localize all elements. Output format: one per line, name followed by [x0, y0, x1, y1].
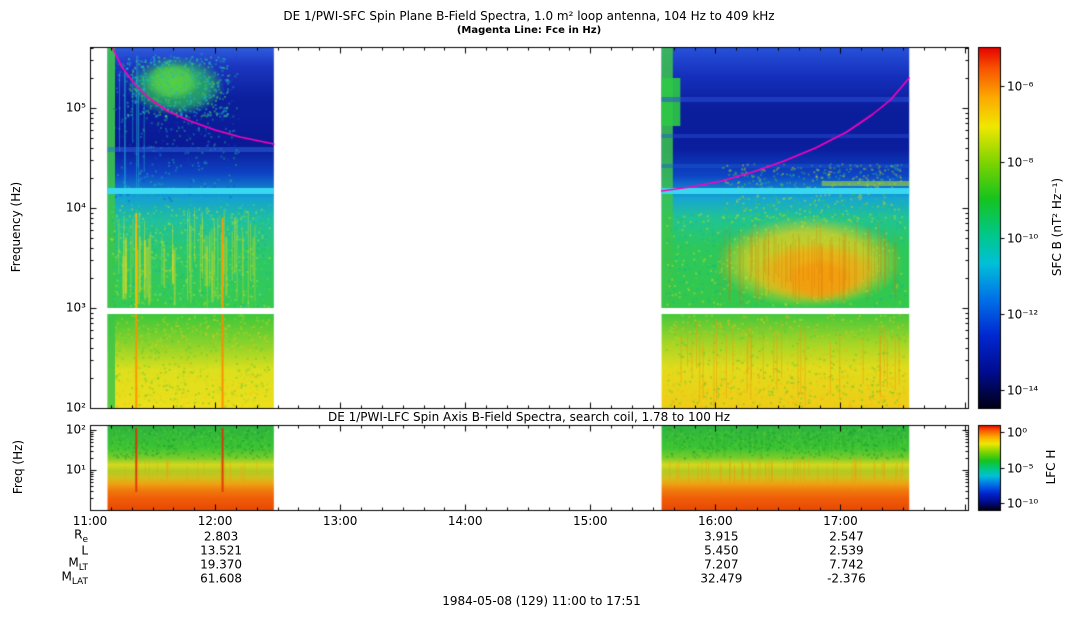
sfc-panel-subtitle: (Magenta Line: Fce in Hz) [456, 25, 602, 36]
lfc-y-tick-label: 10² [65, 422, 86, 437]
sfc-y-tick-label: 10⁴ [65, 200, 86, 215]
ephemeris-value: 61.608 [200, 571, 243, 586]
ephemeris-value: 3.915 [704, 529, 739, 544]
sfc-y-tick-label: 10² [65, 400, 86, 415]
x-tick-label: 15:00 [572, 514, 608, 528]
lfc-colorbar-tick-label: 10⁻¹⁰ [1007, 495, 1039, 510]
ephemeris-row-label: MLAT [61, 569, 88, 587]
sfc-colorbar-tick-label: 10⁻¹² [1007, 306, 1039, 321]
ephemeris-value: 32.479 [700, 571, 743, 586]
lfc-panel-title: DE 1/PWI-LFC Spin Axis B-Field Spectra, … [327, 410, 731, 424]
ephemeris-value: -2.376 [827, 571, 866, 586]
sfc-colorbar-label: SFC B (nT² Hz⁻¹) [1050, 177, 1064, 277]
footer-date-range: 1984-05-08 (129) 11:00 to 17:51 [442, 594, 641, 608]
lfc-colorbar-tick-label: 10⁰ [1007, 424, 1028, 439]
ephemeris-value: 2.539 [829, 543, 864, 558]
sfc-colorbar-tick-label: 10⁻¹⁰ [1007, 230, 1039, 245]
ephemeris-value: 13.521 [200, 543, 243, 558]
lfc-y-axis-label: Freq (Hz) [11, 439, 25, 495]
sfc-panel-title: DE 1/PWI-SFC Spin Plane B-Field Spectra,… [283, 9, 775, 23]
ephemeris-row-label: L [81, 543, 88, 558]
ephemeris-value: 2.803 [203, 529, 239, 544]
ephemeris-row-label: MLT [68, 555, 88, 573]
sfc-y-axis-label: Frequency (Hz) [9, 181, 23, 273]
sfc-y-tick-label: 10⁵ [65, 100, 86, 115]
ephemeris-value: 7.207 [704, 557, 739, 572]
ephemeris-value: 7.742 [829, 557, 864, 572]
ephemeris-value: 2.547 [829, 529, 864, 544]
x-tick-label: 16:00 [698, 514, 733, 528]
sfc-colorbar-tick-label: 10⁻¹⁴ [1007, 382, 1039, 397]
x-tick-label: 11:00 [72, 514, 108, 528]
x-tick-label: 17:00 [823, 514, 858, 528]
x-tick-label: 14:00 [447, 514, 483, 528]
lfc-colorbar-label: LFC H [1044, 449, 1058, 485]
ephemeris-value: 5.450 [704, 543, 739, 558]
lfc-y-tick-label: 10¹ [65, 462, 86, 477]
x-tick-label: 13:00 [322, 514, 358, 528]
sfc-colorbar-tick-label: 10⁻⁸ [1007, 154, 1034, 169]
ephemeris-value: 19.370 [200, 557, 243, 572]
x-tick-label: 12:00 [197, 514, 233, 528]
lfc-colorbar-tick-label: 10⁻⁵ [1007, 460, 1034, 475]
sfc-y-tick-label: 10³ [65, 300, 86, 315]
ephemeris-row-label: Re [74, 527, 88, 545]
sfc-colorbar-tick-label: 10⁻⁶ [1007, 78, 1034, 93]
